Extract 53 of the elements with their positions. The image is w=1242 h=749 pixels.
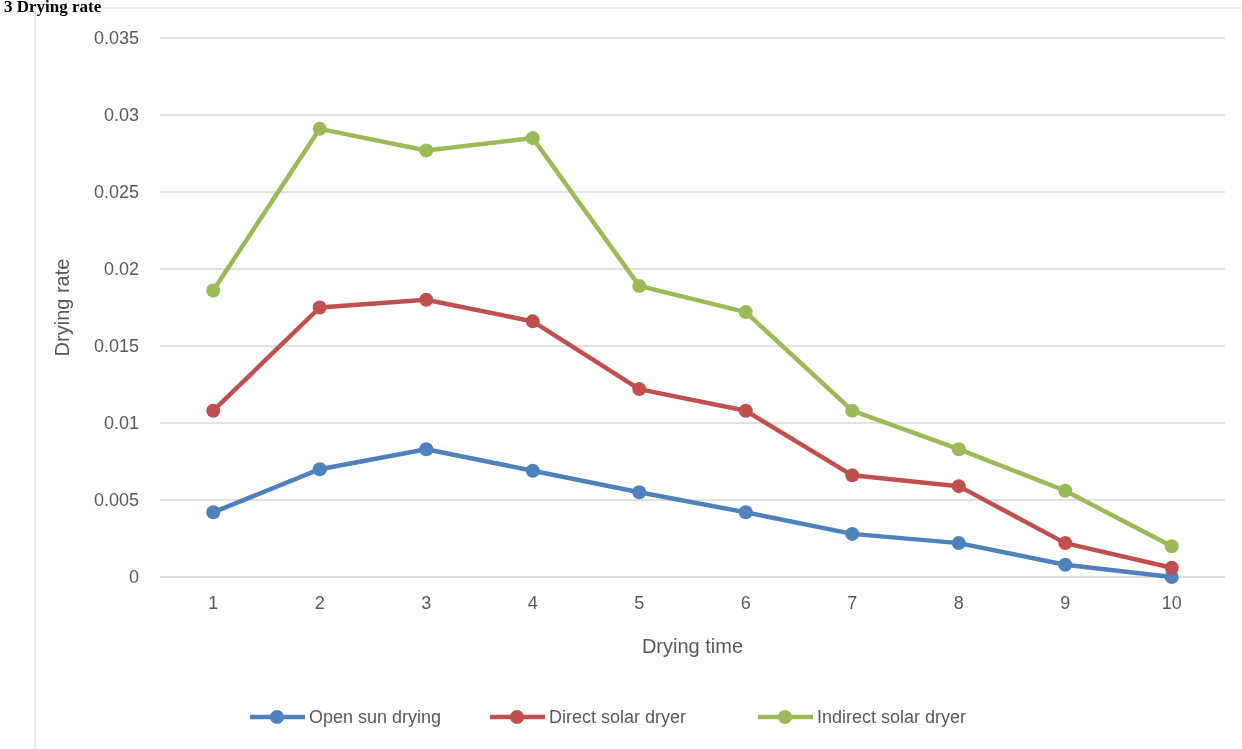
point	[845, 526, 860, 541]
point	[1058, 536, 1073, 551]
point	[312, 462, 327, 477]
y-tick-label: 0	[128, 567, 139, 588]
point	[419, 442, 434, 457]
point	[525, 463, 540, 478]
point	[738, 403, 753, 418]
point	[419, 292, 434, 307]
point	[312, 300, 327, 315]
point	[1058, 483, 1073, 498]
y-tick-label: 0.01	[103, 413, 139, 434]
point	[312, 121, 327, 136]
point	[738, 505, 753, 520]
x-tick-label: 9	[1060, 593, 1071, 613]
point	[1164, 560, 1179, 575]
legend-label: Open sun drying	[309, 707, 442, 728]
y-tick-label: 0.025	[93, 182, 139, 203]
point	[525, 314, 540, 329]
point	[1164, 539, 1179, 554]
x-tick-label: 2	[314, 593, 325, 613]
x-tick-label: 10	[1161, 593, 1182, 613]
x-tick-label: 3	[421, 593, 432, 613]
point	[845, 468, 860, 483]
point	[845, 403, 860, 418]
point	[206, 403, 221, 418]
point	[738, 305, 753, 320]
point	[419, 143, 434, 158]
x-tick-label: 5	[634, 593, 645, 613]
point	[1058, 557, 1073, 572]
y-tick-label: 0.03	[103, 105, 139, 126]
y-axis-title: Drying rate	[51, 258, 73, 357]
point	[951, 442, 966, 457]
point	[632, 382, 647, 397]
point	[525, 131, 540, 146]
x-tick-label: 4	[527, 593, 538, 613]
legend-label: Direct solar dryer	[549, 707, 687, 728]
legend-label: Indirect solar dryer	[817, 707, 967, 728]
x-tick-label: 7	[847, 593, 858, 613]
chart-title: 3 Drying rate	[4, 0, 102, 16]
point	[206, 283, 221, 298]
y-tick-label: 0.02	[103, 259, 139, 280]
x-tick-label: 8	[953, 593, 964, 613]
y-tick-label: 0.005	[93, 490, 139, 511]
point	[206, 505, 221, 520]
point	[951, 536, 966, 551]
point	[632, 485, 647, 500]
y-tick-label: 0.015	[93, 336, 139, 357]
point	[951, 479, 966, 494]
x-axis-title: Drying time	[641, 635, 744, 657]
x-tick-label: 1	[208, 593, 219, 613]
point	[632, 278, 647, 293]
x-tick-label: 6	[740, 593, 751, 613]
y-tick-label: 0.035	[93, 28, 139, 49]
